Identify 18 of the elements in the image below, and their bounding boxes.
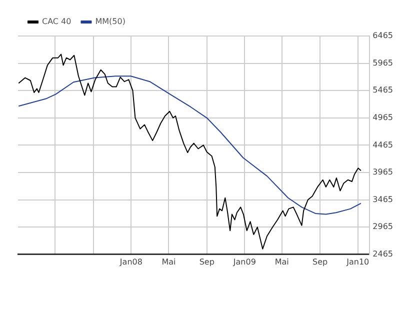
x-tick-label: Mai	[162, 257, 176, 266]
x-tick-label: Sep	[199, 257, 214, 266]
x-tick-label: Jan10	[346, 257, 370, 266]
legend-label: CAC 40	[42, 17, 72, 26]
y-tick-label: 5965	[372, 58, 393, 68]
y-tick-label: 3465	[372, 194, 393, 204]
y-tick-label: 2465	[372, 249, 393, 258]
x-tick-label: Jan09	[232, 257, 256, 266]
legend-label: MM(50)	[95, 17, 126, 26]
x-tick-label: Jan08	[118, 257, 142, 266]
y-tick-label: 5465	[372, 86, 393, 95]
y-tick-label: 3965	[372, 168, 393, 177]
y-tick-label: 6465	[372, 31, 393, 40]
x-tick-label: Mai	[274, 257, 289, 266]
y-tick-label: 2965	[372, 222, 393, 232]
y-tick-label: 4465	[372, 140, 393, 150]
x-tick-label: Sep	[312, 257, 328, 266]
y-tick-label: 4965	[372, 112, 393, 122]
